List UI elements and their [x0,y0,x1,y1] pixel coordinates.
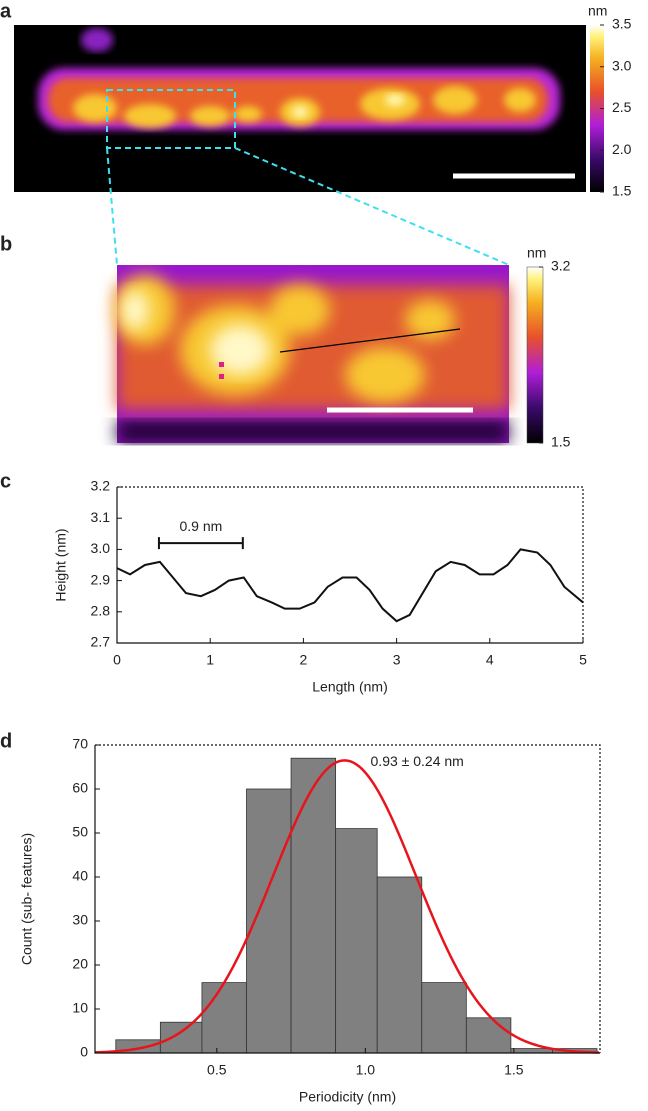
x-tick-label: 0 [113,652,121,668]
afm-image-a [14,25,586,266]
y-tick-label: 3.0 [91,540,111,556]
x-tick-label: 1 [206,652,214,668]
colorbar-tick-label: 1.5 [551,434,571,450]
y-tick-label: 3.2 [91,478,111,494]
y-tick-label: 2.7 [91,634,111,650]
annotation: 0.9 nm [179,518,222,534]
y-tick-label: 2.8 [91,603,111,619]
bar [510,1048,553,1054]
x-tick-label: 5 [579,652,587,668]
x-tick-label: 4 [486,652,494,668]
axis-border [117,486,584,643]
x-axis-label: Length (nm) [312,679,387,695]
colorbar-tick-label: 3.2 [551,258,571,274]
colorbar-b [526,266,544,444]
bar [376,876,423,1054]
axis-border [95,744,601,1053]
bar [421,982,467,1054]
afm-image-b [115,265,509,443]
panel-label: a [0,0,12,22]
colorbar-tick-label: 2.0 [612,141,632,157]
y-axis-label: Count (sub- features) [19,833,35,965]
x-axis-label: Periodicity (nm) [299,1089,396,1105]
colorbar-tick-label: 2.5 [612,99,632,115]
y-tick-label: 10 [72,1000,88,1016]
fit-curve [94,759,600,1054]
colorbar-label: nm [527,245,546,261]
y-tick-label: 40 [72,868,88,884]
colorbar-label: nm [588,3,607,19]
panel-label: b [0,233,12,255]
fit-label: 0.93 ± 0.24 nm [371,753,464,769]
colorbar-tick-label: 1.5 [612,183,632,199]
colorbar-tick-label: 3.0 [612,57,632,73]
bar [159,1021,203,1054]
y-tick-label: 2.9 [91,571,111,587]
x-tick-label: 2 [300,652,308,668]
bar [335,828,378,1054]
bar [465,1017,512,1054]
y-tick-label: 70 [72,736,88,752]
x-tick-label: 0.5 [207,1062,227,1078]
axis [116,487,583,644]
y-tick-label: 60 [72,780,88,796]
bar [201,982,247,1054]
data-line [116,548,584,623]
bar [290,757,337,1054]
bar [246,788,292,1054]
y-tick-label: 0 [80,1044,88,1060]
colorbar-tick-label: 3.5 [612,16,632,32]
y-tick-label: 3.1 [91,509,111,525]
x-tick-label: 3 [393,652,401,668]
y-tick-label: 50 [72,824,88,840]
panel-label: d [0,730,12,752]
panel-label: c [0,470,11,492]
x-tick-label: 1.0 [356,1062,376,1078]
y-tick-label: 20 [72,956,88,972]
scale-bracket [157,537,244,550]
y-tick-label: 30 [72,912,88,928]
x-tick-label: 1.5 [504,1062,524,1078]
y-axis-label: Height (nm) [53,528,69,601]
